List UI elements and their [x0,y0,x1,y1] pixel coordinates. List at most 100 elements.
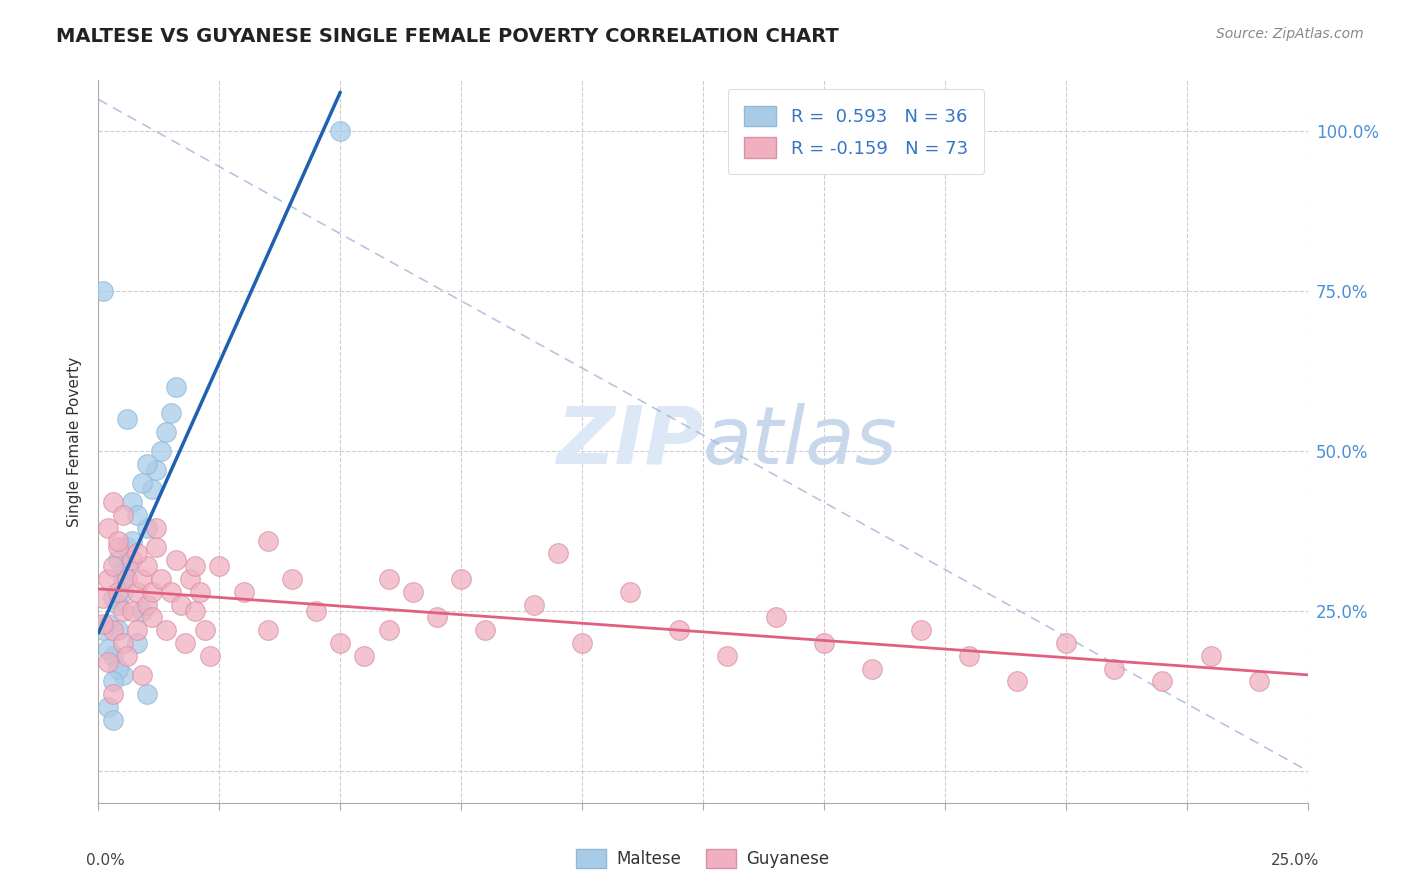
Point [131,668,153,682]
Point [97,699,120,714]
Text: Source: ZipAtlas.com: Source: ZipAtlas.com [1216,27,1364,41]
Point [155,425,177,439]
Point [131,476,153,491]
Point [571,636,593,650]
Point [668,623,690,637]
Point [135,457,157,471]
Point [101,687,124,701]
Point [101,591,124,606]
Point [145,521,167,535]
Point [111,584,134,599]
Point [329,124,352,138]
Point [145,540,167,554]
Point [523,598,546,612]
Point [1007,674,1029,689]
Point [91,623,114,637]
Point [131,604,153,618]
Point [141,483,163,497]
Point [107,584,129,599]
Point [127,623,149,637]
Point [121,533,143,548]
Point [184,604,207,618]
Point [127,636,149,650]
Point [1249,674,1271,689]
Point [184,559,207,574]
Point [127,584,149,599]
Point [1199,648,1222,663]
Point [111,604,134,618]
Point [117,572,139,586]
Point [957,648,980,663]
Point [135,598,157,612]
Point [150,444,173,458]
Point [619,584,641,599]
Point [97,572,120,586]
Point [716,648,738,663]
Point [107,553,129,567]
Point [91,616,114,631]
Point [101,648,124,663]
Point [101,623,124,637]
Point [165,380,187,394]
Point [121,553,143,567]
Point [111,566,134,580]
Point [135,521,157,535]
Text: MALTESE VS GUYANESE SINGLE FEMALE POVERTY CORRELATION CHART: MALTESE VS GUYANESE SINGLE FEMALE POVERT… [56,27,839,45]
Legend: Maltese, Guyanese: Maltese, Guyanese [569,842,837,875]
Point [402,584,425,599]
Text: atlas: atlas [703,402,898,481]
Point [145,463,167,477]
Text: 25.0%: 25.0% [1271,854,1320,869]
Point [97,655,120,669]
Point [117,540,139,554]
Point [127,508,149,522]
Point [107,661,129,675]
Point [281,572,304,586]
Point [111,572,134,586]
Point [256,533,278,548]
Point [198,648,221,663]
Point [101,495,124,509]
Point [131,572,153,586]
Point [150,572,173,586]
Point [155,623,177,637]
Point [101,713,124,727]
Point [135,559,157,574]
Point [121,604,143,618]
Point [547,546,569,560]
Point [91,285,114,299]
Point [107,598,129,612]
Point [107,540,129,554]
Point [1054,636,1077,650]
Point [141,610,163,624]
Point [194,623,217,637]
Point [97,616,120,631]
Point [160,406,183,420]
Point [117,412,139,426]
Point [232,584,254,599]
Point [101,559,124,574]
Point [426,610,449,624]
Point [353,648,375,663]
Legend: R =  0.593   N = 36, R = -0.159   N = 73: R = 0.593 N = 36, R = -0.159 N = 73 [727,89,984,174]
Point [813,636,835,650]
Point [174,636,197,650]
Point [101,674,124,689]
Point [127,546,149,560]
Point [97,521,120,535]
Point [208,559,231,574]
Point [117,559,139,574]
Point [377,623,399,637]
Point [169,598,191,612]
Point [860,661,883,675]
Point [160,584,183,599]
Text: 0.0%: 0.0% [86,854,125,869]
Point [111,508,134,522]
Point [165,553,187,567]
Point [1102,661,1125,675]
Point [910,623,932,637]
Point [121,495,143,509]
Point [107,623,129,637]
Point [765,610,787,624]
Point [329,636,352,650]
